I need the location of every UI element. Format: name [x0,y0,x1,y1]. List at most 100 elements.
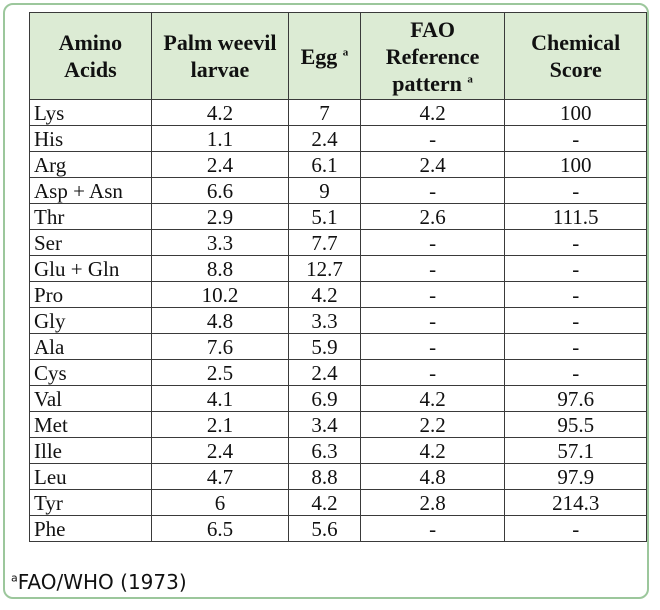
value-cell: 12.7 [288,255,361,282]
header-amino-acids: Amino Acids [29,12,152,100]
value-cell: - [504,125,647,152]
value-cell: 2.4 [288,359,361,386]
table-row: Cys 2.5 2.4- - [29,359,647,386]
header-line: Chemical [531,30,621,55]
value-cell: 4.1 [150,385,290,412]
table-row: Val 4.1 6.9 4.2 97.6 [29,385,647,412]
amino-acid-name-cell: Pro [29,281,152,308]
value-cell: 9 [288,177,361,204]
amino-acid-name-cell: Arg [29,151,152,178]
value-cell: 100 [504,99,647,126]
amino-acid-name-cell: Glu + Gln [29,255,152,282]
value-cell: 8.8 [150,255,290,282]
header-line: larvae [190,57,250,82]
value-cell: 2.2 [359,411,506,438]
header-line: Palm weevil [163,30,277,55]
value-cell: 2.4 [288,125,361,152]
value-cell: 5.9 [288,333,361,360]
header-line: pattern [392,70,462,96]
amino-acid-name-cell: Ala [29,333,152,360]
value-cell: 2.1 [150,411,290,438]
header-row: Amino Acids Palm weevil larvae Egg a FAO… [29,12,647,100]
amino-acid-name-cell: Asp + Asn [29,177,152,204]
value-cell: 7.7 [288,229,361,256]
header-egg: Egg a [288,12,361,100]
value-cell: 95.5 [504,411,647,438]
table-row: Arg 2.4 6.1 2.4 100 [29,151,647,178]
footnote-text: FAO/WHO (1973) [17,570,187,594]
table-row: Thr 2.9 5.1 2.6 111.5 [29,203,647,230]
table-row: Ala 7.6 5.9- - [29,333,647,360]
amino-acid-name-cell: His [29,125,152,152]
table-row: Tyr 6 4.2 2.8 214.3 [29,489,647,516]
header-line: Acids [64,57,117,82]
table-row: Ille 2.4 6.3 4.2 57.1 [29,437,647,464]
value-cell: 4.8 [359,463,506,490]
table-row: Leu 4.7 8.8 4.8 97.9 [29,463,647,490]
value-cell: 57.1 [504,437,647,464]
value-cell: 6.9 [288,385,361,412]
value-cell: 2.4 [359,151,506,178]
table-row: Met 2.1 3.4 2.2 95.5 [29,411,647,438]
value-cell: - [504,281,647,308]
value-cell: 2.6 [359,203,506,230]
value-cell: 4.7 [150,463,290,490]
header-line: FAO [410,16,455,42]
amino-acid-name-cell: Cys [29,359,152,386]
value-cell: 7.6 [150,333,290,360]
value-cell: 4.2 [150,99,290,126]
value-cell: 2.4 [150,151,290,178]
amino-acid-name-cell: Ille [29,437,152,464]
value-cell: 4.2 [288,489,361,516]
table-row: Glu + Gln 8.8 12.7- - [29,255,647,282]
table-frame: Amino Acids Palm weevil larvae Egg a FAO… [3,3,649,599]
value-cell: 8.8 [288,463,361,490]
table-row: Pro 10.2 4.2- - [29,281,647,308]
table-body: Lys 4.2 7 4.2 100 His 1.1 2.4- - Arg 2.4 6.1 2.4 100 A… [29,99,647,542]
header-line: Score [549,57,602,82]
header-palm-weevil-larvae: Palm weevil larvae [150,12,290,100]
table-row: Lys 4.2 7 4.2 100 [29,99,647,126]
value-cell: - [359,307,506,334]
value-cell: 1.1 [150,125,290,152]
value-cell: 4.2 [359,437,506,464]
value-cell: - [504,359,647,386]
amino-acid-name-cell: Ser [29,229,152,256]
table-row: Asp + Asn 6.6 9- - [29,177,647,204]
header-fao-reference-pattern: FAO Reference pattern a [359,12,506,100]
value-cell: 97.9 [504,463,647,490]
header-line: Amino [58,30,123,55]
table-row: His 1.1 2.4- - [29,125,647,152]
value-cell: - [359,177,506,204]
value-cell: - [359,333,506,360]
value-cell: - [504,333,647,360]
value-cell: 2.8 [359,489,506,516]
value-cell: 2.5 [150,359,290,386]
value-cell: 6.3 [288,437,361,464]
value-cell: 4.2 [288,281,361,308]
amino-acid-name-cell: Phe [29,515,152,542]
value-cell: 6.1 [288,151,361,178]
value-cell: 6.5 [150,515,290,542]
value-cell: - [359,255,506,282]
value-cell: - [504,515,647,542]
value-cell: - [359,515,506,542]
value-cell: 111.5 [504,203,647,230]
value-cell: 214.3 [504,489,647,516]
value-cell: 6.6 [150,177,290,204]
value-cell: 2.4 [150,437,290,464]
value-cell: - [504,255,647,282]
table-row: Phe 6.5 5.6- - [29,515,647,542]
value-cell: 2.9 [150,203,290,230]
footnote-marker: a [11,571,18,585]
amino-acid-name-cell: Val [29,385,152,412]
header-line: Reference [385,43,480,69]
value-cell: - [504,177,647,204]
value-cell: - [359,359,506,386]
amino-acid-name-cell: Leu [29,463,152,490]
value-cell: 100 [504,151,647,178]
value-cell: 3.4 [288,411,361,438]
footnote-marker: a [467,73,473,86]
value-cell: - [359,229,506,256]
value-cell: 10.2 [150,281,290,308]
